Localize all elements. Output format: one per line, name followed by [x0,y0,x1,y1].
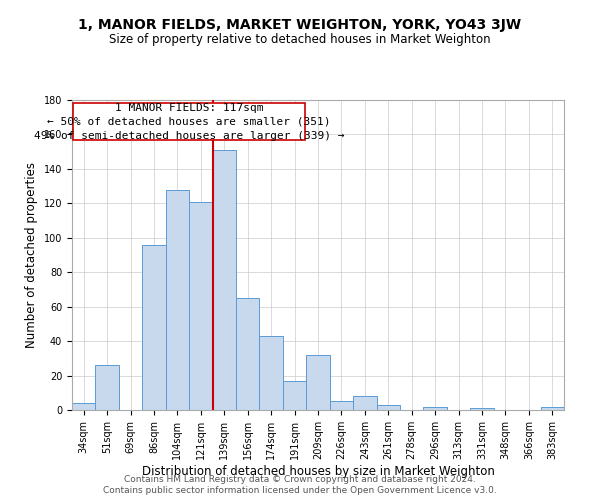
FancyBboxPatch shape [73,104,305,140]
Bar [330,402,353,410]
Bar [72,403,95,410]
Bar [306,355,330,410]
Bar [259,336,283,410]
X-axis label: Distribution of detached houses by size in Market Weighton: Distribution of detached houses by size … [142,464,494,477]
Bar [166,190,189,410]
Bar [470,408,494,410]
Bar [283,380,306,410]
Text: 1 MANOR FIELDS: 117sqm
← 50% of detached houses are smaller (351)
49% of semi-de: 1 MANOR FIELDS: 117sqm ← 50% of detached… [34,102,344,141]
Bar [353,396,377,410]
Bar [236,298,259,410]
Text: Contains public sector information licensed under the Open Government Licence v3: Contains public sector information licen… [103,486,497,495]
Bar [95,365,119,410]
Bar [424,406,447,410]
Bar [541,406,564,410]
Text: Contains HM Land Registry data © Crown copyright and database right 2024.: Contains HM Land Registry data © Crown c… [124,475,476,484]
Bar [212,150,236,410]
Text: Size of property relative to detached houses in Market Weighton: Size of property relative to detached ho… [109,32,491,46]
Y-axis label: Number of detached properties: Number of detached properties [25,162,38,348]
Bar [377,405,400,410]
Bar [142,244,166,410]
Text: 1, MANOR FIELDS, MARKET WEIGHTON, YORK, YO43 3JW: 1, MANOR FIELDS, MARKET WEIGHTON, YORK, … [79,18,521,32]
Bar [189,202,212,410]
